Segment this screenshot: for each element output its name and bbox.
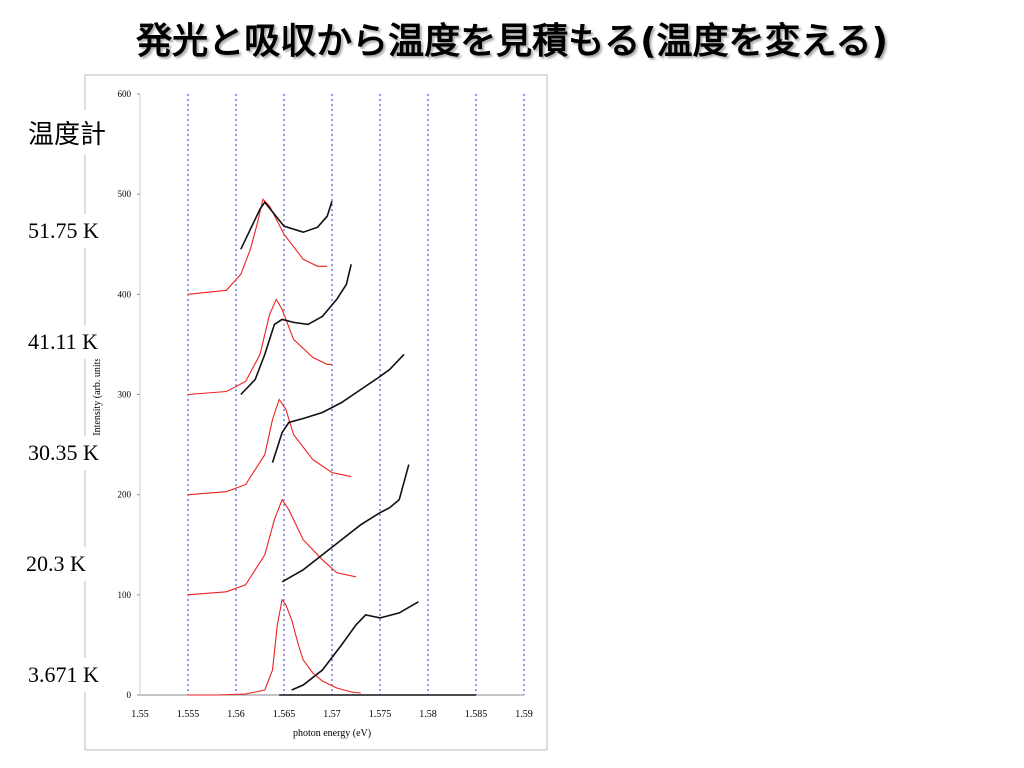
x-tick-label: 1.55 [131, 709, 149, 720]
temperature-label: 3.671 K [24, 658, 103, 692]
y-tick-label: 0 [127, 690, 132, 700]
temperature-label: 41.11 K [24, 325, 103, 359]
spectrum-line [188, 598, 361, 696]
spectrum-line [240, 200, 333, 250]
chart-frame [84, 74, 548, 751]
thermometer-label: 温度計 [24, 110, 111, 155]
x-tick-label: 1.585 [465, 709, 488, 720]
y-tick-label: 300 [118, 390, 132, 400]
x-axis-label: photon energy (eV) [293, 728, 371, 739]
spectrum-line [187, 298, 332, 396]
x-tick-label: 1.57 [323, 709, 341, 720]
spectrum-line [187, 498, 357, 596]
x-tick-label: 1.575 [369, 709, 392, 720]
spectrum-line [240, 264, 352, 396]
x-tick-label: 1.555 [177, 709, 200, 720]
spectrum-line [187, 398, 352, 496]
y-tick-label: 400 [118, 289, 132, 299]
y-tick-label: 500 [118, 189, 132, 199]
temperature-label: 30.35 K [24, 436, 103, 470]
x-tick-label: 1.56 [227, 709, 245, 720]
spectrum-line [187, 198, 328, 295]
y-tick-label: 600 [118, 89, 132, 99]
temperature-label: 20.3 K [22, 547, 90, 581]
spectrum-line [281, 464, 410, 583]
x-tick-label: 1.59 [515, 709, 533, 720]
spectrum-line [271, 353, 405, 463]
x-tick-label: 1.565 [273, 709, 296, 720]
x-tick-label: 1.58 [419, 709, 437, 720]
y-axis-label: Intensity (arb. units) [92, 354, 103, 435]
temperature-label: 51.75 K [24, 214, 103, 248]
slide-title: 発光と吸収から温度を見積もる(温度を変える) [136, 21, 888, 62]
spectrum-line [291, 601, 419, 691]
y-tick-label: 200 [118, 490, 132, 500]
y-tick-label: 100 [118, 590, 132, 600]
